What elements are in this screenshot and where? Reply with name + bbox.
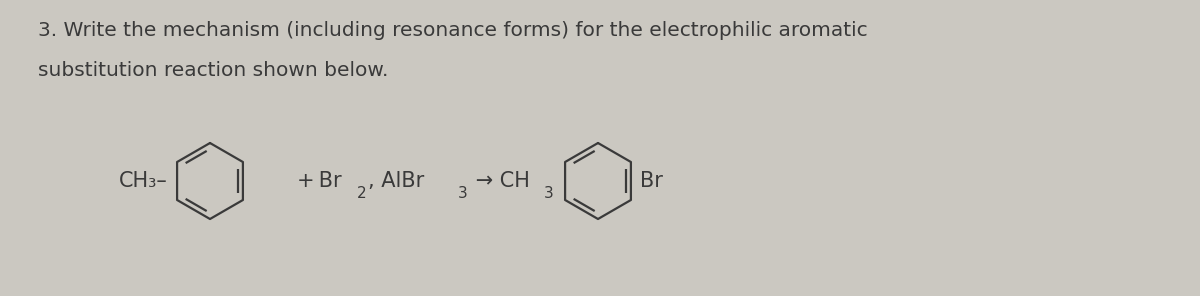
- Text: CH₃–: CH₃–: [119, 171, 168, 191]
- Text: 3. Write the mechanism (including resonance forms) for the electrophilic aromati: 3. Write the mechanism (including resona…: [38, 21, 868, 40]
- Text: , AlBr: , AlBr: [368, 171, 425, 191]
- Text: 2: 2: [358, 186, 367, 200]
- Text: → CH: → CH: [469, 171, 530, 191]
- Text: substitution reaction shown below.: substitution reaction shown below.: [38, 61, 389, 80]
- Text: Br: Br: [640, 171, 662, 191]
- Text: + Br: + Br: [298, 171, 342, 191]
- Text: 3: 3: [458, 186, 468, 200]
- Text: 3: 3: [544, 186, 553, 200]
